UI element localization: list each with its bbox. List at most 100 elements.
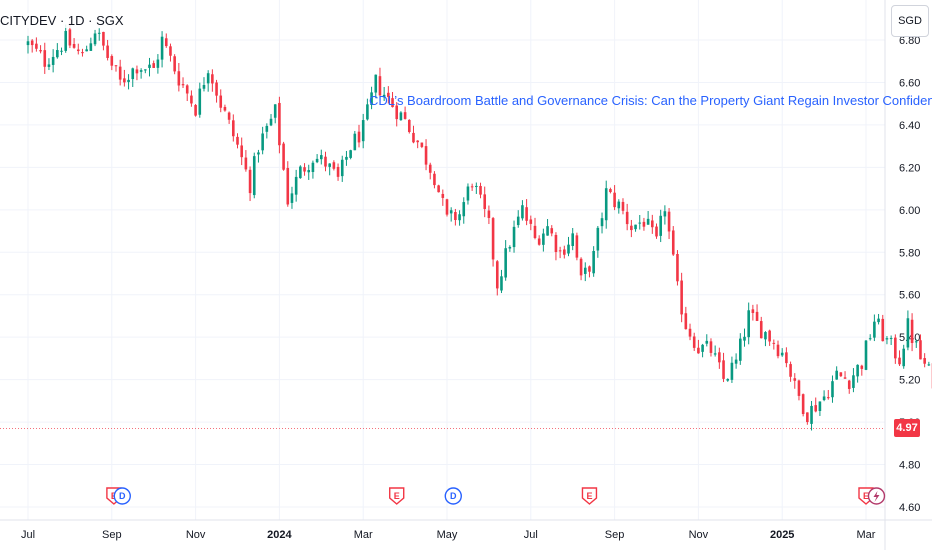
candle-body: [340, 159, 344, 177]
candle-body: [412, 132, 415, 143]
candle-body: [299, 166, 302, 179]
candle-body: [198, 88, 202, 115]
candle-body: [600, 218, 604, 227]
candle-body: [190, 95, 193, 104]
dividend-event-icon[interactable]: D: [113, 487, 131, 505]
candle-body: [437, 185, 440, 193]
candle-body: [697, 347, 700, 354]
candle-body: [282, 143, 285, 170]
candle-body: [646, 218, 650, 225]
candle-body: [822, 396, 826, 401]
candle-body: [860, 365, 864, 369]
candle-body: [487, 210, 491, 218]
candle-body: [508, 246, 512, 249]
candle-body: [684, 313, 688, 330]
candle-body: [244, 157, 248, 170]
candle-body: [169, 46, 172, 56]
candle-body: [51, 56, 55, 65]
candle-body: [349, 150, 352, 158]
candle-body: [755, 311, 759, 321]
candle-body: [407, 119, 411, 132]
dividend-event-icon[interactable]: D: [444, 487, 462, 505]
candle-body: [558, 250, 562, 252]
x-tick-label: Mar: [857, 529, 876, 541]
candle-body: [814, 405, 818, 412]
candle-body: [571, 233, 574, 246]
candle-body: [906, 318, 910, 348]
candle-body: [785, 352, 788, 364]
candle-body: [613, 192, 616, 208]
symbol-label[interactable]: CITYDEV · 1D · SGX: [0, 13, 127, 28]
svg-text:D: D: [119, 491, 126, 501]
candle-body: [315, 158, 319, 163]
candle-body: [617, 201, 621, 209]
candle-body: [546, 226, 549, 236]
candle-body: [307, 170, 311, 173]
candle-body: [910, 319, 914, 343]
candle-body: [462, 202, 466, 217]
candle-body: [671, 230, 675, 255]
candle-body: [118, 66, 122, 80]
candle-body: [877, 318, 880, 323]
x-tick-label: 2025: [770, 529, 794, 541]
candle-body: [667, 211, 671, 232]
x-tick-label: 2024: [267, 529, 292, 541]
candle-body: [826, 397, 830, 399]
svg-text:E: E: [394, 491, 400, 501]
candle-body: [567, 244, 570, 254]
candle-body: [215, 82, 218, 96]
candle-body: [56, 50, 59, 58]
y-tick-label: 6.20: [899, 162, 920, 174]
candle-body: [764, 332, 767, 340]
candle-body: [311, 162, 315, 173]
candle-body: [324, 156, 327, 167]
candle-body: [39, 50, 42, 52]
y-tick-label: 4.80: [899, 460, 920, 472]
candle-body: [797, 380, 801, 396]
currency-button[interactable]: SGD: [891, 5, 929, 37]
candle-body: [361, 120, 365, 142]
candle-body: [269, 118, 273, 126]
news-headline[interactable]: CDL’s Boardroom Battle and Governance Cr…: [369, 93, 932, 108]
candle-body: [676, 253, 679, 282]
candle-body: [454, 211, 457, 220]
candle-body: [227, 112, 231, 120]
candle-body: [433, 173, 436, 186]
candle-body: [533, 225, 537, 238]
candle-body: [470, 186, 474, 188]
candle-body: [818, 401, 822, 412]
candle-body: [97, 32, 101, 34]
x-tick-label: Jul: [524, 529, 538, 541]
earnings-event-icon[interactable]: E: [581, 487, 598, 505]
candle-body: [403, 112, 407, 119]
earnings-event-icon[interactable]: E: [389, 487, 405, 505]
candle-body: [211, 74, 214, 84]
candle-body: [81, 52, 84, 54]
x-tick-label: Nov: [186, 529, 206, 541]
candle-body: [554, 234, 558, 252]
candle-body: [248, 169, 252, 194]
candle-body: [30, 40, 34, 46]
candle-body: [868, 338, 872, 340]
candle-body: [701, 344, 704, 352]
candle-body: [366, 104, 369, 120]
candle-body: [596, 227, 600, 251]
candle-body: [135, 69, 139, 74]
y-tick-label: 6.40: [899, 120, 920, 132]
candle-body: [881, 318, 885, 342]
candle-body: [680, 280, 683, 315]
x-tick-label: Jul: [21, 529, 35, 541]
candle-body: [914, 341, 918, 343]
x-tick-label: Sep: [102, 529, 122, 541]
last-price-tag: 4.97: [894, 419, 920, 438]
candle-body: [223, 106, 227, 111]
candle-body: [852, 375, 855, 388]
candle-body: [85, 49, 88, 52]
candle-body: [382, 94, 386, 98]
candle-body: [164, 38, 168, 47]
candle-body: [185, 85, 189, 94]
split-event-icon[interactable]: [867, 487, 886, 505]
x-tick-label: Mar: [354, 529, 373, 541]
candle-body: [889, 337, 893, 339]
